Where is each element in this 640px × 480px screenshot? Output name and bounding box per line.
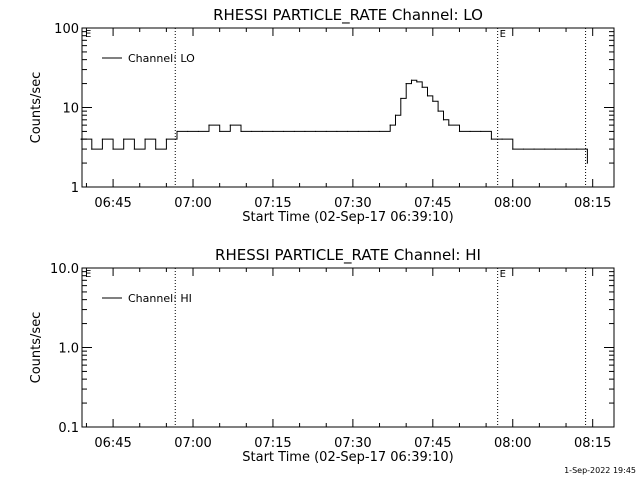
data-point [325,130,327,133]
data-point [576,148,578,150]
x-tick-label: 06:45 [94,196,131,211]
data-point [368,130,370,133]
data-point [544,148,546,150]
data-point [410,79,413,81]
x-tick-label: 07:45 [414,436,451,451]
data-point [437,110,439,112]
data-point [293,130,295,133]
data-point [480,130,482,133]
x-tick-label: 08:15 [574,436,611,451]
data-point [123,138,125,140]
data-point [357,130,359,133]
data-point [197,130,199,133]
data-point [346,130,349,133]
x-tick-label: 07:15 [254,196,291,211]
data-point [219,130,221,133]
y-axis-label: Counts/sec [29,72,44,144]
data-point [144,138,146,140]
data-point [251,130,253,133]
data-point [91,148,93,150]
data-point [442,119,445,121]
legend-label: Channel: LO [128,52,195,65]
data-point [208,124,210,126]
data-point [458,130,461,133]
x-tick-label: 07:15 [254,436,291,451]
data-point [389,124,391,126]
y-tick-label: 0.1 [58,421,79,436]
data-point [490,138,493,140]
data-point [304,130,306,133]
data-point [176,130,178,133]
data-point [314,130,317,133]
data-point [378,130,381,133]
data-point [533,148,535,150]
data-point [586,162,588,164]
y-tick-label: 1.0 [58,342,79,357]
y-axis-label: Counts/sec [29,312,44,384]
data-point [512,148,514,150]
x-tick-label: 08:00 [494,196,531,211]
x-tick-label: 07:30 [334,436,371,451]
chart-panel-2: RHESSI PARTICLE_RATE Channel: HI 06:45 07:… [29,246,615,465]
y-tick-label: 10 [62,102,79,117]
chart-title: RHESSI PARTICLE_RATE Channel: HI [215,246,481,265]
x-tick-label: 07:30 [334,196,371,211]
footer-timestamp: 1-Sep-2022 19:45 [564,466,636,475]
data-point [405,82,407,85]
data-point [101,138,104,140]
data-point [165,138,167,140]
y-tick-label: 10.0 [50,262,79,277]
data-point [187,130,189,133]
data-point [336,130,338,133]
event-marker-label: E [85,29,91,40]
data-point [80,138,82,140]
data-point [421,86,423,88]
event-marker-label: E [500,269,506,280]
data-point [426,95,429,97]
x-axis-label: Start Time (02-Sep-17 06:39:10) [242,210,453,225]
data-point [394,114,397,116]
data-point [565,148,567,150]
data-point [501,138,503,140]
data-point [155,148,157,150]
data-point [469,130,471,133]
y-tick-label: 100 [54,22,79,37]
legend-label: Channel: HI [128,292,192,305]
x-tick-label: 06:45 [94,436,131,451]
data-point [416,81,418,83]
data-point [400,97,402,100]
data-point [261,130,263,133]
data-point [229,124,231,126]
data-point [240,130,242,133]
data-point [522,148,525,150]
data-point [554,148,556,150]
data-point [448,124,450,126]
x-axis-label: Start Time (02-Sep-17 06:39:10) [242,450,453,465]
x-tick-label: 08:15 [574,196,611,211]
data-point [133,148,136,150]
data-point [283,130,285,133]
x-tick-label: 07:00 [174,436,211,451]
x-tick-label: 07:00 [174,196,211,211]
chart-panel-1: RHESSI PARTICLE_RATE Channel: LO 06:45 07:… [29,6,615,225]
event-marker-label: E [500,29,506,40]
event-marker-label: E [85,269,91,280]
data-point [112,148,114,150]
data-point [272,130,274,133]
chart-title: RHESSI PARTICLE_RATE Channel: LO [213,6,483,25]
data-point [432,100,434,102]
y-tick-label: 1 [71,181,79,196]
x-tick-label: 08:00 [494,436,531,451]
x-tick-label: 07:45 [414,196,451,211]
